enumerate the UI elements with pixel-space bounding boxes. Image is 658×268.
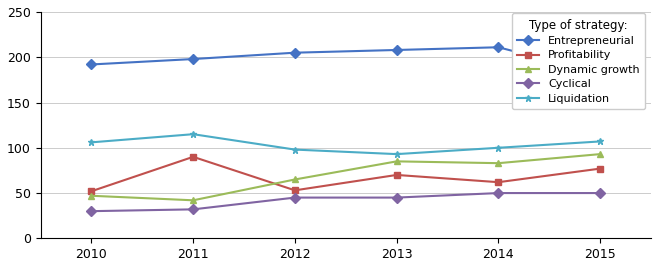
Legend: Entrepreneurial, Profitability, Dynamic growth, Cyclical, Liquidation: Entrepreneurial, Profitability, Dynamic … xyxy=(512,13,645,109)
